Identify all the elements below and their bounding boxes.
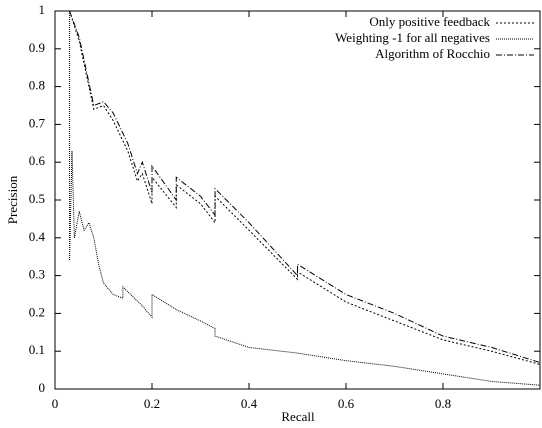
legend-label: Algorithm of Rocchio	[375, 46, 490, 61]
y-tick-label: 0.6	[29, 153, 46, 168]
y-tick-label: 0.9	[29, 40, 45, 55]
y-tick-label: 1	[39, 2, 46, 17]
series-line	[69, 10, 541, 365]
y-tick-label: 0.4	[29, 229, 46, 244]
x-tick-label: 0.8	[435, 396, 451, 411]
series-line	[69, 10, 541, 364]
legend-label: Only positive feedback	[369, 14, 490, 29]
y-tick-label: 0.7	[29, 115, 46, 130]
y-tick-label: 0.1	[29, 342, 45, 357]
x-tick-label: 0.2	[144, 396, 160, 411]
x-axis-label: Recall	[281, 409, 315, 424]
y-tick-label: 0.8	[29, 78, 45, 93]
y-tick-label: 0.3	[29, 267, 45, 282]
x-tick-label: 0	[52, 396, 59, 411]
series-line	[69, 11, 541, 386]
x-tick-label: 0.6	[338, 396, 355, 411]
legend-label: Weighting -1 for all negatives	[335, 30, 490, 45]
x-tick-label: 0.4	[241, 396, 258, 411]
y-tick-label: 0	[39, 380, 46, 395]
y-tick-label: 0.5	[29, 191, 45, 206]
y-axis-label: Precision	[5, 175, 20, 224]
plot-frame	[54, 10, 541, 390]
y-tick-label: 0.2	[29, 304, 45, 319]
